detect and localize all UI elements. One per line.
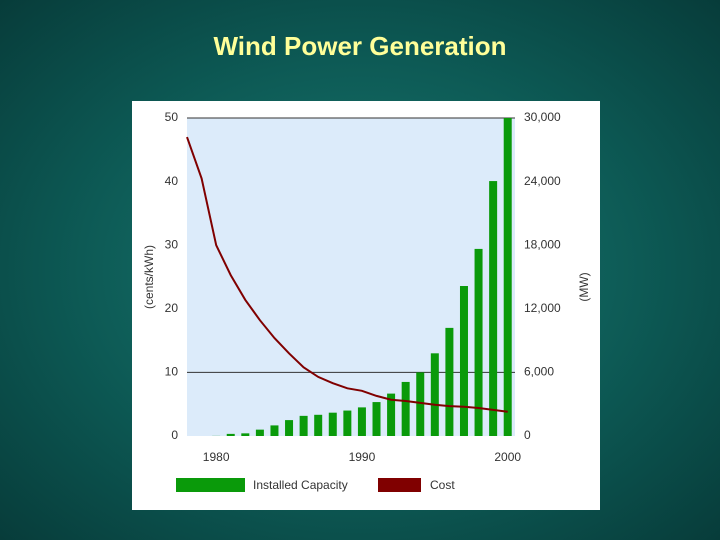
bar: [416, 372, 425, 436]
bar: [270, 425, 279, 436]
bar: [445, 327, 454, 436]
bar: [489, 181, 498, 436]
y2-tick-label: 24,000: [524, 174, 561, 188]
y2-tick-label: 6,000: [524, 365, 554, 379]
legend-swatch: [176, 478, 245, 492]
bar: [226, 433, 235, 436]
x-tick-label: 2000: [494, 450, 521, 464]
bar: [430, 353, 439, 436]
bar: [241, 433, 250, 436]
bar: [255, 429, 264, 436]
y-tick-label: 40: [165, 174, 179, 188]
bar: [314, 414, 323, 436]
bar: [285, 420, 294, 436]
bar: [357, 407, 366, 436]
slide-title: Wind Power Generation: [213, 31, 506, 61]
y-axis-label: (cents/kWh): [142, 245, 156, 309]
y-tick-label: 20: [165, 301, 179, 315]
bar: [401, 381, 410, 436]
y2-tick-label: 12,000: [524, 301, 561, 315]
bar: [459, 286, 468, 436]
y-tick-label: 0: [171, 428, 178, 442]
legend-label: Installed Capacity: [253, 478, 348, 492]
y2-tick-label: 18,000: [524, 237, 561, 251]
y-tick-label: 50: [165, 110, 179, 124]
line: [186, 136, 508, 413]
legend-label: Cost: [430, 478, 455, 492]
x-tick-label: 1980: [203, 450, 230, 464]
bar: [299, 415, 308, 436]
bar: [503, 118, 512, 436]
y2-tick-label: 0: [524, 428, 531, 442]
bar: [328, 412, 337, 436]
legend-swatch: [378, 478, 421, 492]
bar: [387, 393, 396, 436]
y-tick-label: 10: [165, 365, 179, 379]
y-tick-label: 30: [165, 237, 179, 251]
y2-tick-label: 30,000: [524, 110, 561, 124]
x-tick-label: 1990: [349, 450, 376, 464]
bar: [372, 402, 381, 436]
bar: [343, 410, 352, 436]
y2-axis-label: (MW): [577, 272, 591, 301]
bar: [474, 248, 483, 436]
